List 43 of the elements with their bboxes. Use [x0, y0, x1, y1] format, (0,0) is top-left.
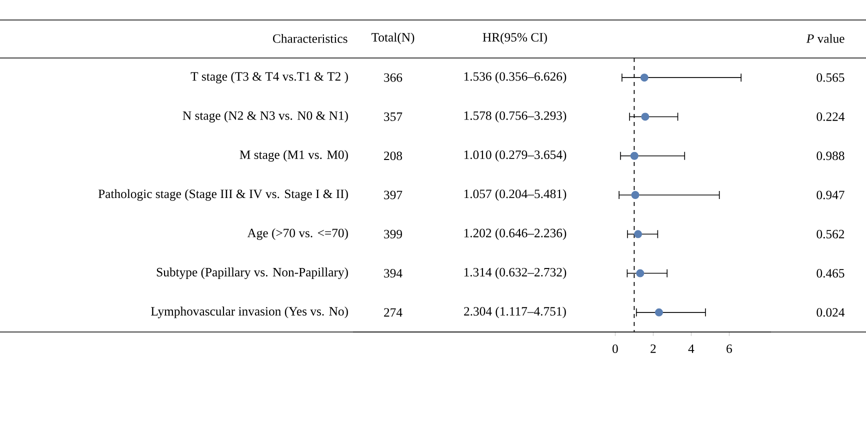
y-tick-label: N stage (N2 & N3 vs. N0 & N1) [182, 110, 348, 122]
y-tick-label: T stage (T3 & T4 vs.T1 & T2 ) [190, 72, 348, 84]
annotation: 1.536 (0.356–6.626) [464, 72, 566, 84]
text: 0.562 [816, 230, 844, 238]
annotation: 208 [384, 152, 402, 160]
annotation: 1.578 (0.756–3.293) [464, 110, 566, 122]
point [636, 269, 644, 278]
text: Characteristics [272, 34, 348, 43]
text: P value [806, 34, 844, 43]
annotation: 366 [384, 73, 402, 82]
text: 0.947 [816, 190, 844, 200]
x-tick-label: 0 [612, 344, 618, 354]
annotation: 1.314 (0.632–2.732) [464, 268, 566, 280]
y-tick-label: Subtype (Papillary vs. Non-Papillary) [156, 268, 348, 280]
annotation: 1.202 (0.646–2.236) [464, 228, 566, 240]
annotation: 357 [384, 112, 402, 121]
x-tick-label: 2 [650, 344, 656, 353]
y-tick-label: M stage (M1 vs. M0) [240, 150, 348, 162]
annotation: 2.304 (1.117–4.751) [464, 306, 566, 318]
x-tick-label: 6 [726, 344, 732, 353]
text: 0.465 [816, 268, 844, 278]
point [634, 230, 642, 238]
text: Total(N) [372, 32, 414, 44]
text: 0.565 [816, 73, 844, 82]
text: 0.224 [816, 112, 845, 122]
annotation: 399 [384, 230, 402, 238]
point [631, 190, 640, 200]
annotation: 1.057 (0.204–5.481) [464, 189, 566, 201]
point [654, 308, 663, 316]
text: 0.988 [816, 152, 844, 160]
annotation: 274 [384, 308, 402, 317]
point [641, 112, 650, 121]
point [630, 152, 638, 160]
y-tick-label: Age (>70 vs. <=70) [247, 228, 348, 240]
text: HR(95% CI) [482, 32, 547, 44]
annotation: 397 [384, 190, 402, 200]
x-tick-label: 4 [688, 344, 694, 353]
y-tick-label: Pathologic stage (Stage III & IV vs. Stage I & II) [98, 189, 348, 201]
y-tick-label: Lymphovascular invasion (Yes vs. No) [151, 306, 348, 318]
text: 0.024 [816, 308, 845, 317]
point [640, 74, 648, 82]
annotation: 1.010 (0.279–3.654) [464, 150, 566, 162]
annotation: 394 [384, 269, 402, 278]
